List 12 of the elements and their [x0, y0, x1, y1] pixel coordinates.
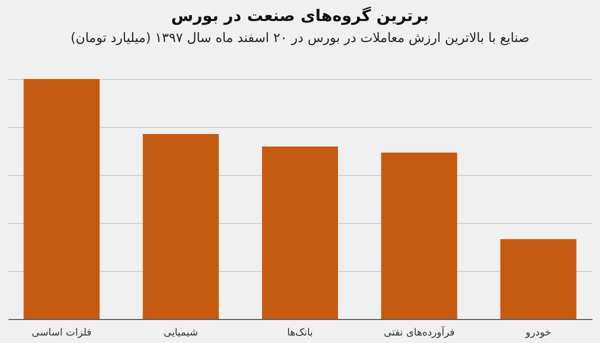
bar	[24, 79, 100, 319]
x-tick-label: خودرو	[524, 328, 552, 338]
bar	[142, 134, 219, 319]
bar	[262, 146, 338, 319]
x-tick-label: شیمیایی	[164, 328, 198, 338]
bar	[381, 152, 458, 319]
x-tick-label: بانک‌ها	[287, 328, 313, 338]
x-tick-label: فلزات اساسی	[32, 328, 92, 338]
chart-title: برترین گروه‌های صنعت در بورس	[171, 6, 429, 25]
bar	[500, 239, 576, 319]
chart-subtitle: صنایع با بالاترین ارزش معاملات در بورس در ۲۰ اسفند ماه سال ۱۳۹۷ (میلیارد تومان)	[70, 31, 530, 46]
x-tick-label: فرآورده‌های نفتی	[384, 326, 455, 338]
